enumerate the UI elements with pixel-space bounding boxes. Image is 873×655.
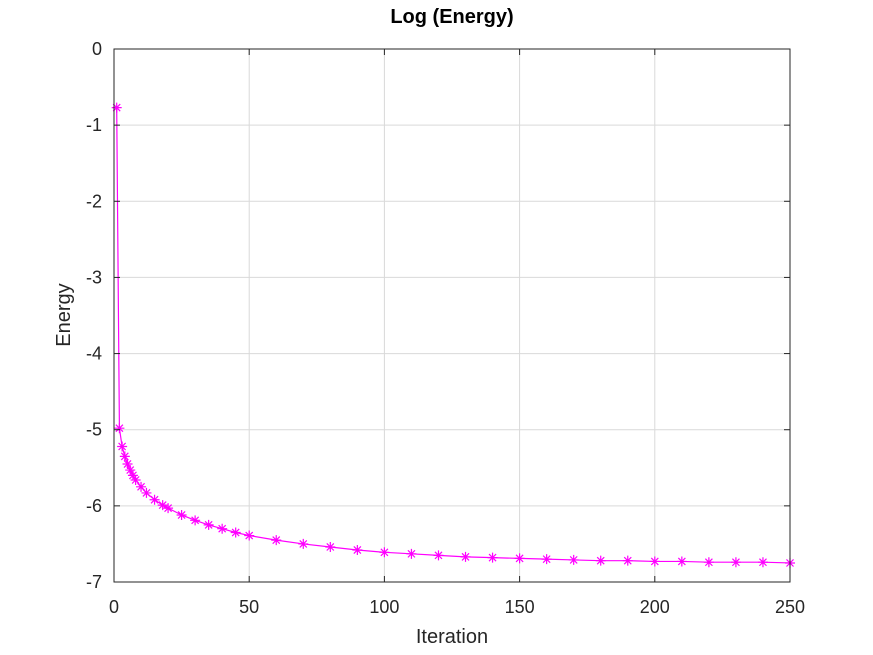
data-point-marker [487,552,498,563]
tick-marks [113,48,791,583]
x-axis-label: Iteration [416,626,488,648]
data-point-marker [230,527,241,538]
x-tick-label: 100 [369,597,399,617]
data-point-marker [114,423,125,434]
x-tick-label: 200 [640,597,670,617]
data-point-marker [157,500,168,511]
data-point-marker [117,441,128,452]
y-tick-label: 0 [92,39,102,59]
data-point-marker [141,487,152,498]
series-layer [111,102,795,568]
axes-frame [113,48,791,583]
data-point-marker [119,451,130,462]
data-point-marker [176,509,187,520]
data-point-marker [127,470,138,481]
data-point-marker [271,535,282,546]
data-point-marker [130,474,141,485]
data-point-marker [460,551,471,562]
data-point-marker [244,530,255,541]
y-tick-label: -6 [86,496,102,516]
x-tick-labels: 0 50 100 150 200 250 [109,597,805,617]
y-tick-label: -2 [86,191,102,211]
data-point-marker [111,102,122,113]
y-tick-label: -4 [86,344,102,364]
data-point-marker [676,556,687,567]
data-point-marker [514,553,525,564]
data-point-marker [433,550,444,561]
data-point-marker [190,515,201,526]
chart-title: Log (Energy) [390,6,513,28]
data-point-marker [757,557,768,568]
data-point-marker [541,554,552,565]
data-point-marker [730,557,741,568]
y-axis-label: Energy [53,283,75,346]
data-point-marker [406,548,417,559]
data-point-marker [703,557,714,568]
data-point-marker [163,503,174,514]
y-tick-label: -7 [86,572,102,592]
data-point-marker [149,494,160,505]
data-point-marker [203,519,214,530]
data-point-marker [379,547,390,558]
energy-series [111,102,795,568]
data-point-marker [325,541,336,552]
y-tick-label: -3 [86,267,102,287]
data-point-marker [217,523,228,534]
data-point-marker [595,555,606,566]
y-tick-label: -5 [86,420,102,440]
data-point-marker [622,555,633,566]
x-tick-label: 250 [775,597,805,617]
data-point-marker [136,481,147,492]
x-tick-label: 50 [239,597,259,617]
x-tick-label: 0 [109,597,119,617]
data-point-marker [125,465,136,476]
data-point-marker [568,554,579,565]
plot-area [114,49,790,582]
data-point-marker [122,458,133,469]
y-tick-label: -1 [86,115,102,135]
data-point-marker [298,538,309,549]
x-tick-label: 150 [505,597,535,617]
data-point-marker [352,545,363,556]
y-tick-labels: 0 -1 -2 -3 -4 -5 -6 -7 [86,39,102,592]
data-point-marker [649,556,660,567]
